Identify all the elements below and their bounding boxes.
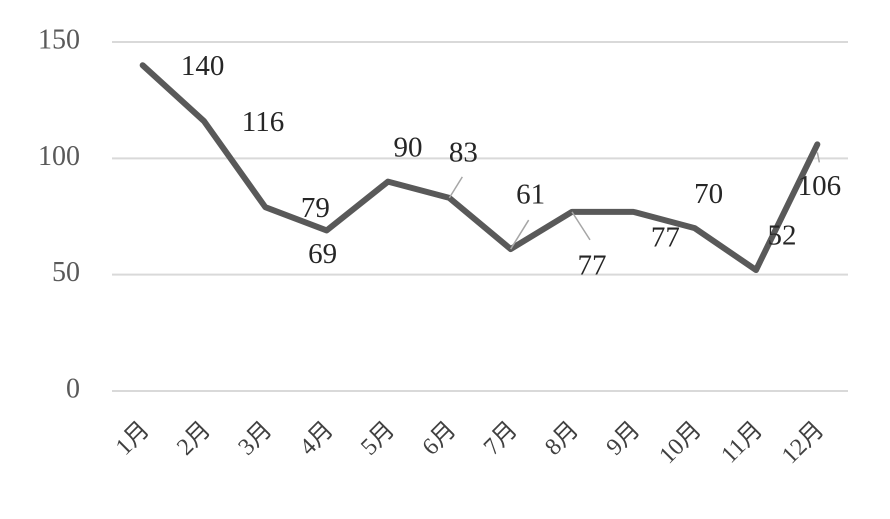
x-tick-label: 10月	[654, 417, 706, 469]
x-tick-label: 11月	[716, 417, 768, 469]
data-line	[139, 62, 821, 274]
leader-line	[448, 176, 463, 199]
data-label: 70	[694, 178, 723, 210]
data-label: 77	[578, 250, 607, 282]
x-tick-label: 9月	[602, 417, 646, 461]
data-label: 106	[798, 170, 842, 202]
y-tick-label: 50	[52, 257, 80, 288]
y-tick-label: 150	[38, 24, 80, 55]
data-label: 61	[516, 179, 545, 211]
data-label: 79	[301, 192, 330, 224]
leader-line	[816, 152, 821, 163]
x-tick-label: 4月	[295, 417, 339, 461]
leader-line	[510, 219, 530, 250]
data-label: 140	[181, 50, 225, 82]
data-label: 52	[768, 220, 797, 252]
x-tick-label: 5月	[356, 417, 400, 461]
x-tick-label: 1月	[111, 417, 155, 461]
x-tick-label: 7月	[479, 417, 523, 461]
data-label: 77	[651, 222, 680, 254]
x-tick-label: 6月	[418, 417, 462, 461]
x-tick-label: 3月	[234, 417, 278, 461]
data-label: 90	[394, 131, 423, 163]
x-tick-label: 2月	[172, 417, 216, 461]
data-label: 83	[449, 137, 478, 169]
data-label: 116	[242, 106, 284, 138]
x-tick-label: 8月	[540, 417, 584, 461]
leader-line	[571, 211, 591, 241]
x-tick-label: 12月	[777, 417, 829, 469]
y-tick-label: 100	[38, 141, 80, 172]
data-label: 69	[308, 238, 337, 270]
y-tick-label: 0	[66, 373, 80, 404]
